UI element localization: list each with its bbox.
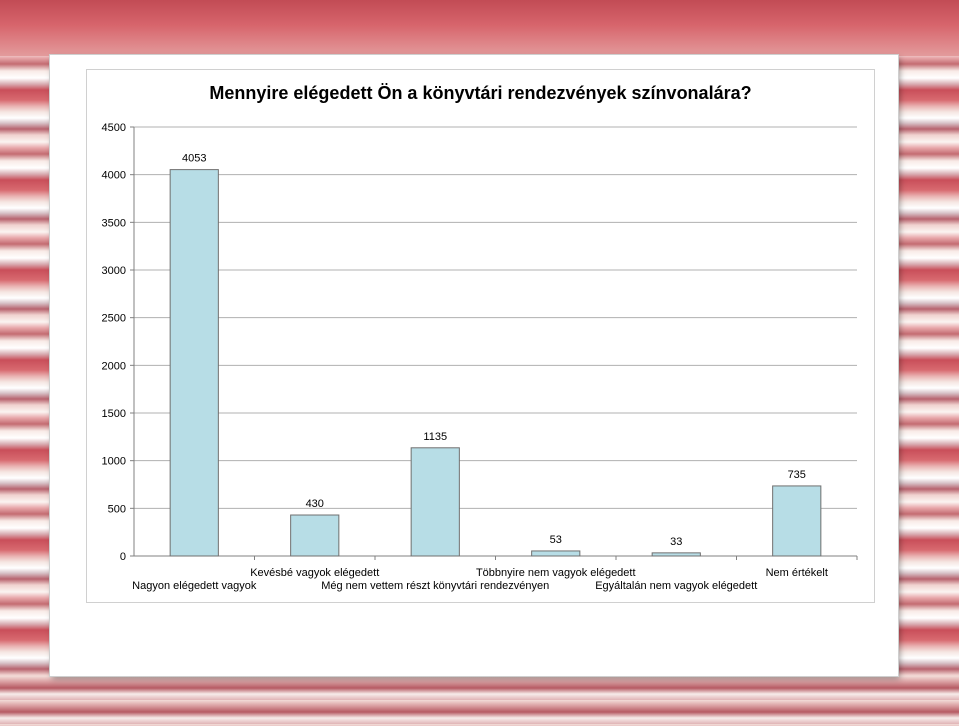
data-label: 33 xyxy=(670,536,682,548)
x-category-label: Többnyire nem vagyok elégedett xyxy=(476,567,636,579)
y-tick-label: 3000 xyxy=(102,265,126,277)
bar xyxy=(531,550,581,557)
y-tick-label: 0 xyxy=(120,551,126,563)
bar xyxy=(651,552,701,557)
background-bottom-band xyxy=(0,676,959,726)
bar-chart: 0 500 1000 1500 2000 2500 3000 3500 4000 4500 4053… xyxy=(102,122,858,592)
axes xyxy=(130,126,858,560)
data-label: 430 xyxy=(306,498,324,510)
bar xyxy=(410,447,460,557)
x-category-label: Egyáltalán nem vagyok elégedett xyxy=(595,580,757,592)
gridlines xyxy=(134,126,857,509)
data-label: 53 xyxy=(550,534,562,546)
y-tick-label: 4000 xyxy=(102,170,126,182)
chart-title: Mennyire elégedett Ön a könyvtári rendez… xyxy=(209,83,752,103)
y-tick-label: 1000 xyxy=(102,456,126,468)
bar xyxy=(169,169,219,557)
y-tick-label: 2000 xyxy=(102,360,126,372)
y-tick-label: 2500 xyxy=(102,313,126,325)
x-category-label: Még nem vettem részt könyvtári rendezvén… xyxy=(321,580,549,592)
y-tick-label: 1500 xyxy=(102,408,126,420)
y-tick-label: 500 xyxy=(108,503,126,515)
data-label: 735 xyxy=(788,469,806,481)
y-tick-label: 4500 xyxy=(102,122,126,134)
x-category-label: Kevésbé vagyok elégedett xyxy=(250,567,379,579)
data-label: 4053 xyxy=(182,153,206,165)
bars xyxy=(169,169,822,557)
x-category-label: Nem értékelt xyxy=(766,567,828,579)
x-category-label: Nagyon elégedett vagyok xyxy=(132,580,257,592)
labels: 0 500 1000 1500 2000 2500 3000 3500 4000 4500 4053… xyxy=(102,122,828,592)
bar xyxy=(772,485,822,557)
background-top-band xyxy=(0,0,959,56)
chart-area: Mennyire elégedett Ön a könyvtári rendez… xyxy=(86,69,875,603)
data-label: 1135 xyxy=(423,431,447,443)
y-tick-label: 3500 xyxy=(102,217,126,229)
bar xyxy=(290,514,340,557)
